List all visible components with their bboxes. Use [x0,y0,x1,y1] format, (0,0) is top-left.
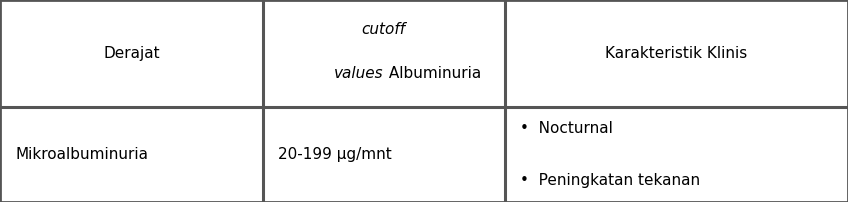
Text: 20-199 μg/mnt: 20-199 μg/mnt [278,147,392,162]
Text: •  Peningkatan tekanan: • Peningkatan tekanan [520,173,700,188]
Text: Derajat: Derajat [103,46,159,61]
Text: cutoff: cutoff [361,22,406,37]
Text: values: values [334,66,383,81]
Text: Albuminuria: Albuminuria [383,66,481,81]
Text: Karakteristik Klinis: Karakteristik Klinis [605,46,747,61]
Text: Mikroalbuminuria: Mikroalbuminuria [15,147,148,162]
Text: •  Nocturnal: • Nocturnal [520,121,613,136]
